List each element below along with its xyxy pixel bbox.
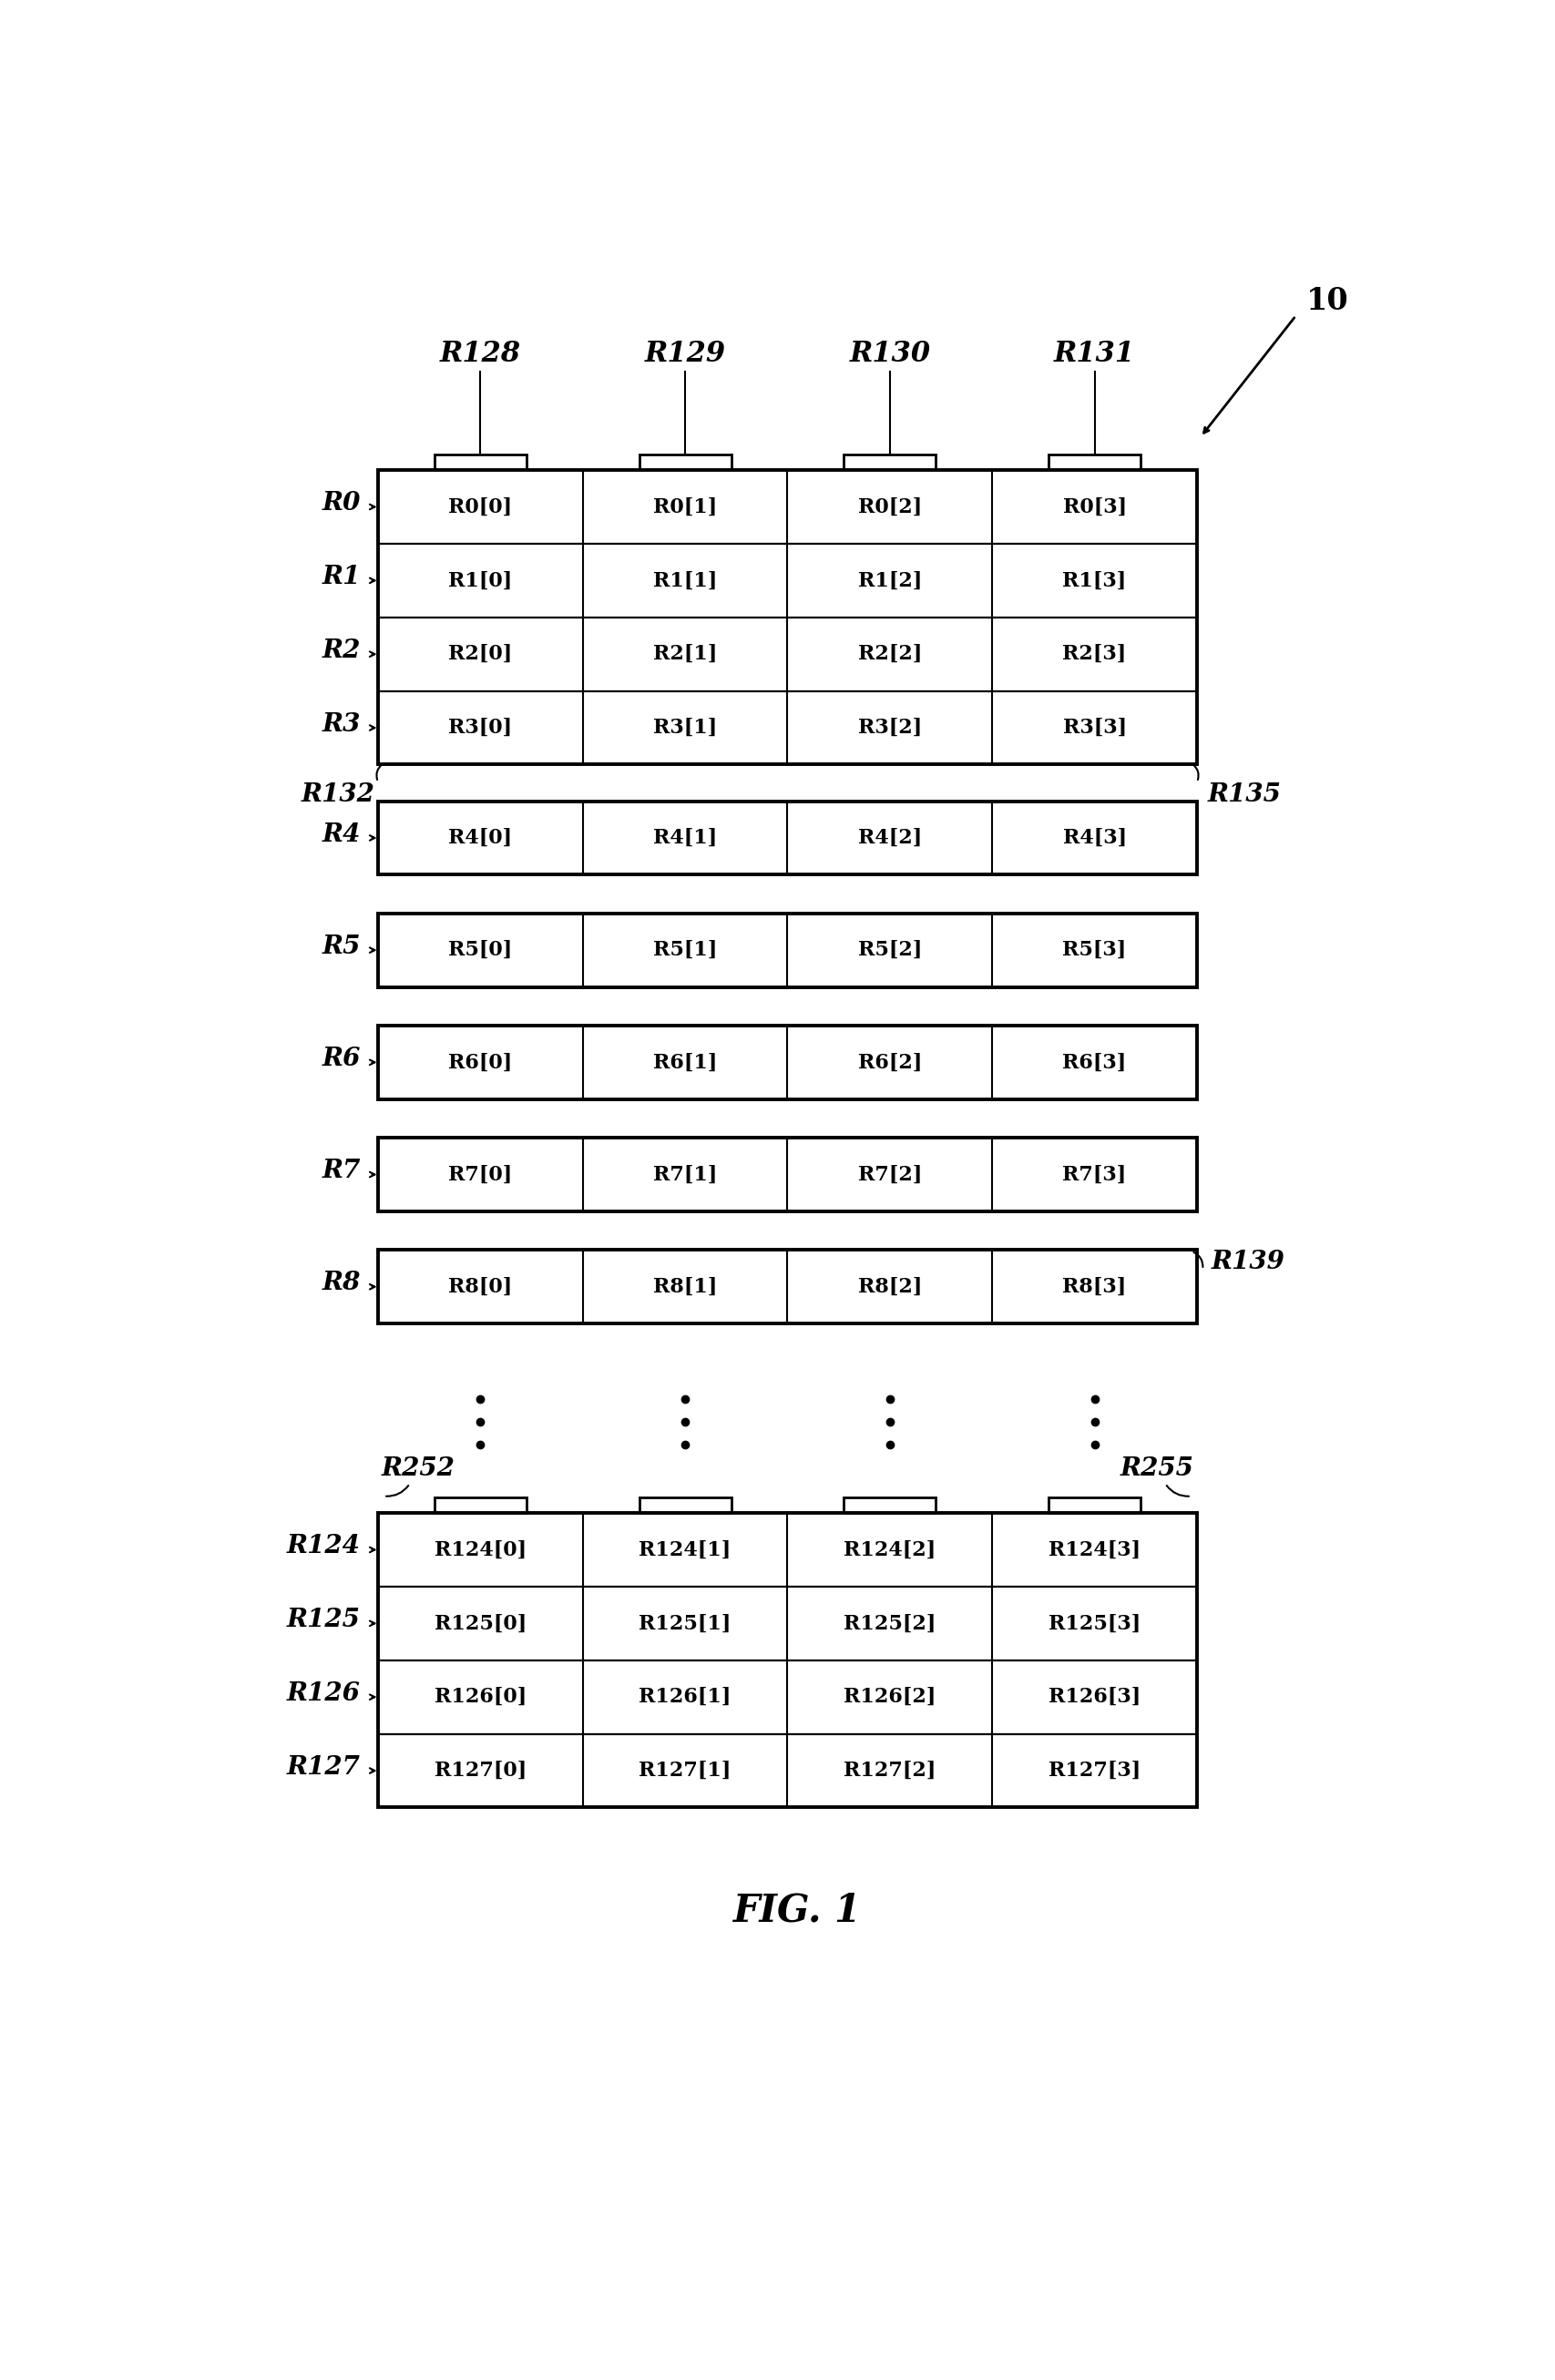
Text: R7: R7 <box>322 1159 361 1183</box>
Bar <box>843 455 936 471</box>
Text: R1[3]: R1[3] <box>1062 571 1126 590</box>
Text: R4[2]: R4[2] <box>857 828 922 847</box>
Text: R5[1]: R5[1] <box>653 940 717 959</box>
Text: R125[3]: R125[3] <box>1048 1614 1140 1633</box>
Text: R0[0]: R0[0] <box>448 497 512 516</box>
Text: R132: R132 <box>300 783 375 807</box>
Text: R5[3]: R5[3] <box>1062 940 1126 959</box>
Text: R1[2]: R1[2] <box>857 571 922 590</box>
Text: R5[0]: R5[0] <box>448 940 512 959</box>
Text: R127[3]: R127[3] <box>1048 1761 1140 1780</box>
Text: R8: R8 <box>322 1271 361 1295</box>
Text: R1[1]: R1[1] <box>653 571 717 590</box>
Text: R3[3]: R3[3] <box>1062 719 1126 738</box>
Text: R124[0]: R124[0] <box>434 1540 526 1559</box>
Bar <box>378 802 1196 876</box>
Text: R6[1]: R6[1] <box>653 1052 717 1073</box>
Text: R1[0]: R1[0] <box>448 571 512 590</box>
Text: R4[1]: R4[1] <box>653 828 717 847</box>
Text: R3[2]: R3[2] <box>857 719 922 738</box>
Bar <box>378 1138 1196 1211</box>
Text: R126: R126 <box>286 1680 361 1706</box>
Bar <box>378 471 1196 764</box>
Bar <box>378 543 1196 616</box>
Text: R125[2]: R125[2] <box>843 1614 936 1633</box>
Bar <box>378 914 1196 988</box>
Bar <box>378 1026 1196 1100</box>
Text: R0[1]: R0[1] <box>653 497 717 516</box>
Text: R2[1]: R2[1] <box>653 645 717 664</box>
Text: R8[1]: R8[1] <box>653 1276 717 1297</box>
Text: R131: R131 <box>1053 340 1135 369</box>
Text: R3[0]: R3[0] <box>448 719 512 738</box>
Text: 10: 10 <box>1306 286 1348 317</box>
Text: R4[0]: R4[0] <box>448 828 512 847</box>
Bar <box>378 1250 1196 1323</box>
Text: R127: R127 <box>286 1754 361 1780</box>
Text: R129: R129 <box>644 340 725 369</box>
Text: R130: R130 <box>849 340 930 369</box>
Bar <box>639 1497 731 1514</box>
Text: FIG. 1: FIG. 1 <box>732 1892 861 1930</box>
Text: R139: R139 <box>1210 1250 1284 1276</box>
Text: R6[0]: R6[0] <box>448 1052 512 1073</box>
Bar <box>378 1735 1196 1806</box>
Text: R124: R124 <box>286 1535 361 1559</box>
Text: R2[3]: R2[3] <box>1062 645 1126 664</box>
Text: R4: R4 <box>322 821 361 847</box>
Bar <box>639 455 731 471</box>
Text: R7[2]: R7[2] <box>857 1164 922 1185</box>
Text: R124[1]: R124[1] <box>639 1540 731 1559</box>
Text: R7[3]: R7[3] <box>1062 1164 1126 1185</box>
Text: R8[2]: R8[2] <box>857 1276 922 1297</box>
Bar <box>378 471 1196 543</box>
Text: R126[1]: R126[1] <box>639 1687 731 1706</box>
Text: R135: R135 <box>1207 783 1280 807</box>
Text: R126[2]: R126[2] <box>843 1687 936 1706</box>
Text: R127[0]: R127[0] <box>434 1761 526 1780</box>
Text: R125[1]: R125[1] <box>639 1614 731 1633</box>
Text: R7[0]: R7[0] <box>448 1164 512 1185</box>
Text: R125[0]: R125[0] <box>434 1614 526 1633</box>
Bar <box>378 1587 1196 1661</box>
Bar <box>1048 1497 1140 1514</box>
Bar <box>378 690 1196 764</box>
Text: R125: R125 <box>286 1607 361 1633</box>
Text: R0[3]: R0[3] <box>1062 497 1126 516</box>
Text: R5[2]: R5[2] <box>857 940 922 959</box>
Text: R6: R6 <box>322 1047 361 1071</box>
Bar <box>378 1661 1196 1735</box>
Text: R128: R128 <box>440 340 521 369</box>
Text: R1: R1 <box>322 564 361 590</box>
Text: R8[0]: R8[0] <box>448 1276 512 1297</box>
Bar <box>434 1497 526 1514</box>
Text: R3[1]: R3[1] <box>653 719 717 738</box>
Text: R127[1]: R127[1] <box>639 1761 731 1780</box>
Text: R126[3]: R126[3] <box>1048 1687 1140 1706</box>
Bar <box>843 1497 936 1514</box>
Text: R2[0]: R2[0] <box>448 645 512 664</box>
Text: R6[2]: R6[2] <box>857 1052 922 1073</box>
Text: R6[3]: R6[3] <box>1062 1052 1126 1073</box>
Text: R124[3]: R124[3] <box>1048 1540 1140 1559</box>
Text: R5: R5 <box>322 935 361 959</box>
Text: R2[2]: R2[2] <box>857 645 922 664</box>
Text: R252: R252 <box>381 1457 456 1480</box>
Text: R124[2]: R124[2] <box>843 1540 936 1559</box>
Bar <box>378 1514 1196 1806</box>
Text: R0[2]: R0[2] <box>857 497 922 516</box>
Bar <box>378 1514 1196 1587</box>
Text: R0: R0 <box>322 490 361 516</box>
Text: R126[0]: R126[0] <box>434 1687 526 1706</box>
Text: R7[1]: R7[1] <box>653 1164 717 1185</box>
Text: R3: R3 <box>322 712 361 735</box>
Text: R2: R2 <box>322 638 361 664</box>
Text: R4[3]: R4[3] <box>1062 828 1126 847</box>
Text: R127[2]: R127[2] <box>843 1761 936 1780</box>
Text: R8[3]: R8[3] <box>1062 1276 1126 1297</box>
Bar <box>1048 455 1140 471</box>
Bar <box>378 616 1196 690</box>
Bar <box>434 455 526 471</box>
Text: R255: R255 <box>1120 1457 1193 1480</box>
